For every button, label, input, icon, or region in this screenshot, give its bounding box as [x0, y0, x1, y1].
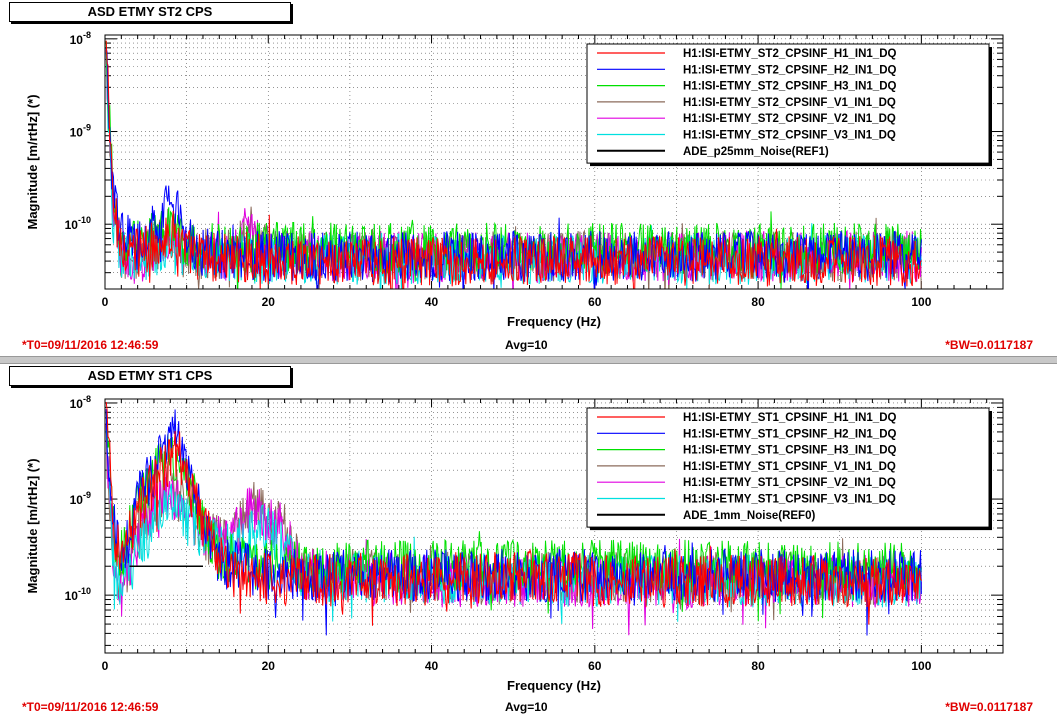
plot-frame: [104, 398, 1004, 654]
series-line: [105, 402, 922, 626]
legend-entry: H1:ISI-ETMY_ST1_CPSINF_H1_IN1_DQ: [683, 412, 897, 424]
legend-entry: H1:ISI-ETMY_ST1_CPSINF_H2_IN1_DQ: [683, 428, 897, 440]
panel-st2: 0 20 40 60 80 100 10-8 10-9 10-10 Frequency (Hz) M…: [9, 2, 1033, 352]
legend-entry: H1:ISI-ETMY_ST1_CPSINF_H3_IN1_DQ: [683, 445, 897, 457]
bw-label-st1: *BW=0.0117187: [945, 700, 1033, 714]
y-tick-label: 10-9: [70, 123, 91, 140]
plot-frame: [104, 34, 1004, 290]
legend-entry: H1:ISI-ETMY_ST2_CPSINF_V2_IN1_DQ: [683, 113, 896, 125]
x-tick-label: 0: [102, 659, 109, 673]
x-tick-label: 60: [588, 659, 602, 673]
y-tick-label: 10-8: [70, 30, 91, 47]
legend-box: [586, 43, 990, 164]
legend-entry: H1:ISI-ETMY_ST2_CPSINF_H3_IN1_DQ: [683, 81, 897, 93]
chart-title-st1: ASD ETMY ST1 CPS: [9, 366, 291, 386]
legend-entry: ADE_p25mm_Noise(REF1): [683, 146, 829, 158]
x-tick-label: 20: [262, 295, 276, 309]
x-axis-label: Frequency (Hz): [507, 678, 601, 693]
chart-st1: 0 20 40 60 80 100 10-8 10-9 10-10 Frequency (Hz) M…: [25, 394, 1004, 693]
panel-st1: 0 20 40 60 80 100 10-8 10-9 10-10 Frequency (Hz) M…: [0, 364, 1057, 716]
bw-label-st2: *BW=0.0117187: [945, 338, 1033, 352]
avg-label-st1: Avg=10: [505, 700, 548, 714]
series-group: [105, 402, 922, 636]
x-axis-label: Frequency (Hz): [507, 314, 601, 329]
t0-label-st2: *T0=09/11/2016 12:46:59: [22, 338, 159, 352]
y-tick-label: 10-8: [70, 394, 91, 411]
x-tick-label: 60: [588, 295, 602, 309]
x-tick-label: 100: [911, 659, 931, 673]
x-tick-label: 80: [751, 295, 765, 309]
y-axis-label: Magnitude [m/rtHz] (*): [25, 94, 40, 229]
legend-entry: H1:ISI-ETMY_ST2_CPSINF_V1_IN1_DQ: [683, 97, 896, 109]
y-tick-label: 10-10: [65, 586, 91, 603]
y-axis-label: Magnitude [m/rtHz] (*): [25, 458, 40, 593]
y-tick-label: 10-10: [65, 215, 91, 232]
avg-label-st2: Avg=10: [505, 338, 548, 352]
x-tick-label: 0: [102, 295, 109, 309]
y-tick-label: 10-9: [70, 490, 91, 507]
x-tick-label: 100: [911, 295, 931, 309]
series-group: [105, 40, 922, 289]
panel-divider[interactable]: [0, 356, 1057, 364]
legend-entry: H1:ISI-ETMY_ST2_CPSINF_V3_IN1_DQ: [683, 130, 896, 142]
series-line: [105, 40, 922, 289]
legend-entry: H1:ISI-ETMY_ST1_CPSINF_V1_IN1_DQ: [683, 461, 896, 473]
x-tick-label: 20: [262, 659, 276, 673]
legend-entry: H1:ISI-ETMY_ST1_CPSINF_V3_IN1_DQ: [683, 494, 896, 506]
legend-entry: H1:ISI-ETMY_ST2_CPSINF_H1_IN1_DQ: [683, 48, 897, 60]
chart-st2: 0 20 40 60 80 100 10-8 10-9 10-10 Frequency (Hz) M…: [25, 30, 1004, 329]
legend-entry: H1:ISI-ETMY_ST2_CPSINF_H2_IN1_DQ: [683, 64, 897, 76]
x-tick-label: 80: [751, 659, 765, 673]
legend-entry: ADE_1mm_Noise(REF0): [683, 510, 815, 522]
legend-box: [586, 407, 990, 528]
legend-entry: H1:ISI-ETMY_ST1_CPSINF_V2_IN1_DQ: [683, 477, 896, 489]
x-tick-label: 40: [425, 659, 439, 673]
chart-title-st2: ASD ETMY ST2 CPS: [9, 2, 291, 22]
x-tick-label: 40: [425, 295, 439, 309]
series-line: [105, 52, 922, 289]
t0-label-st1: *T0=09/11/2016 12:46:59: [22, 700, 159, 714]
